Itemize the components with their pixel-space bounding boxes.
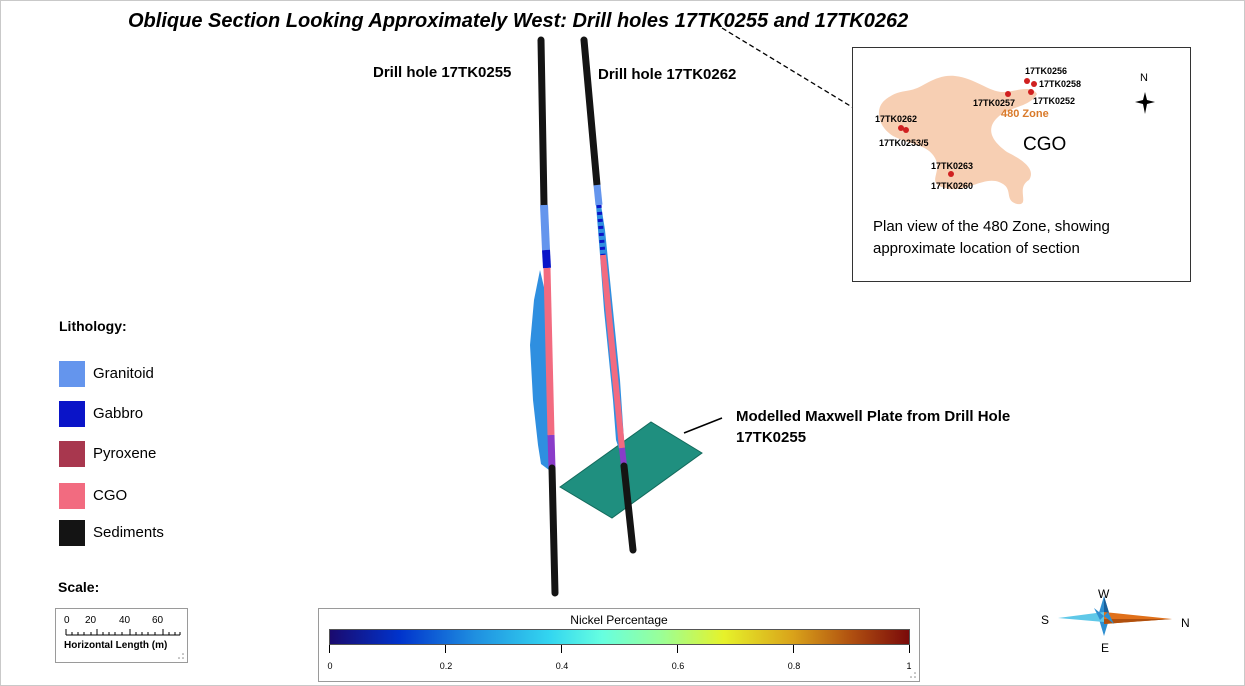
north-arrow-icon <box>1135 92 1155 114</box>
inset-cgo-label: CGO <box>1023 134 1067 155</box>
plate-leader-line <box>683 417 723 434</box>
legend-swatch-sediments <box>59 520 85 546</box>
hole-262-sediment-upper <box>580 36 601 189</box>
nickel-colorbar-panel: Nickel Percentage 0 0.2 0.4 0.6 0.8 1 <box>318 608 920 682</box>
nickel-colorbar <box>329 629 910 645</box>
hole-262-gabbro <box>596 204 606 256</box>
hole-marker <box>898 125 904 131</box>
inset-hole-label: 17TK0256 <box>1025 66 1068 76</box>
resize-grip-icon[interactable] <box>909 671 917 679</box>
nickel-tick-label: 0.4 <box>555 661 569 671</box>
hole-marker <box>1005 91 1011 97</box>
compass-label-s: S <box>1041 613 1050 627</box>
hole-marker <box>1024 78 1030 84</box>
hole-255-sediment-lower <box>548 464 559 597</box>
hole-marker <box>903 127 909 133</box>
legend-label-gabbro: Gabbro <box>93 405 144 422</box>
inset-hole-label: 17TK0262 <box>875 114 918 124</box>
hole-marker <box>1028 89 1034 95</box>
inset-hole-label: 17TK0252 <box>1033 96 1076 106</box>
legend-label-pyroxene: Pyroxene <box>93 445 157 462</box>
inset-hole-label: 17TK0253/5 <box>879 138 929 148</box>
orientation-compass-icon <box>1058 596 1172 636</box>
legend-title: Lithology: <box>59 318 127 334</box>
legend-swatch-granitoid <box>59 361 85 387</box>
drill-hole-17TK0255 <box>530 36 559 597</box>
hole-marker <box>1031 81 1037 87</box>
scale-tick-60: 60 <box>152 615 164 626</box>
scale-caption: Horizontal Length (m) <box>64 640 168 651</box>
drill-label-17TK0262: Drill hole 17TK0262 <box>598 66 737 83</box>
compass-label-w: W <box>1098 587 1110 601</box>
drill-label-17TK0255: Drill hole 17TK0255 <box>373 64 512 81</box>
scale-tick-0: 0 <box>64 615 70 626</box>
nickel-tick-label: 0.8 <box>787 661 801 671</box>
legend-swatch-cgo <box>59 483 85 509</box>
inset-hole-label: 17TK0257 <box>973 98 1016 108</box>
plan-view-map <box>878 75 1155 205</box>
legend-label-sediments: Sediments <box>93 524 164 541</box>
hole-255-sediment-upper <box>537 36 548 209</box>
scale-title: Scale: <box>58 579 100 595</box>
inset-hole-label: 17TK0258 <box>1039 79 1082 89</box>
legend-label-granitoid: Granitoid <box>93 365 154 382</box>
hole-255-nickel-halo <box>530 270 549 470</box>
compass-label-n: N <box>1181 616 1190 630</box>
nickel-tick-label: 0 <box>327 661 333 671</box>
inset-zone-label: 480 Zone <box>1001 108 1049 120</box>
plate-label-line1: Modelled Maxwell Plate from Drill Hole <box>736 408 1011 425</box>
scale-ruler <box>65 629 181 636</box>
resize-grip-icon[interactable] <box>177 652 185 660</box>
nickel-tick-label: 0.2 <box>439 661 453 671</box>
inset-hole-label: 17TK0263 <box>931 161 974 171</box>
legend-swatch-pyroxene <box>59 441 85 467</box>
drill-hole-17TK0262 <box>580 36 637 554</box>
legend-swatch-gabbro <box>59 401 85 427</box>
nickel-colorbar-ticks <box>329 645 910 653</box>
hole-255-cgo <box>543 267 555 436</box>
inset-north-label: N <box>1140 72 1148 84</box>
nickel-tick-label: 0.6 <box>671 661 685 671</box>
page-title: Oblique Section Looking Approximately We… <box>128 10 909 32</box>
scale-tick-40: 40 <box>119 615 131 626</box>
hole-262-granitoid <box>593 184 603 206</box>
nickel-tick-label: 1 <box>906 661 912 671</box>
nickel-colorbar-title: Nickel Percentage <box>570 613 668 627</box>
cgo-outline-shape <box>878 75 1037 205</box>
hole-marker <box>948 171 954 177</box>
hole-262-cgo <box>600 254 625 449</box>
inset-caption: Plan view of the 480 Zone, showing appro… <box>873 218 1110 257</box>
scale-tick-20: 20 <box>85 615 97 626</box>
plate-label-line2: 17TK0255 <box>736 429 807 446</box>
scale-bar-panel: 0 20 40 60 Horizontal Length (m) <box>55 608 188 663</box>
hole-255-gabbro <box>542 249 551 269</box>
hole-255-pyroxene <box>547 434 556 469</box>
legend-label-cgo: CGO <box>93 487 128 504</box>
compass-label-e: E <box>1101 641 1110 655</box>
hole-255-granitoid <box>540 204 550 251</box>
plan-view-inset: 17TK0256 17TK0258 17TK0257 17TK0252 17TK… <box>852 47 1191 282</box>
inset-hole-label: 17TK0260 <box>931 181 974 191</box>
hole-262-sediment-lower <box>620 462 637 554</box>
